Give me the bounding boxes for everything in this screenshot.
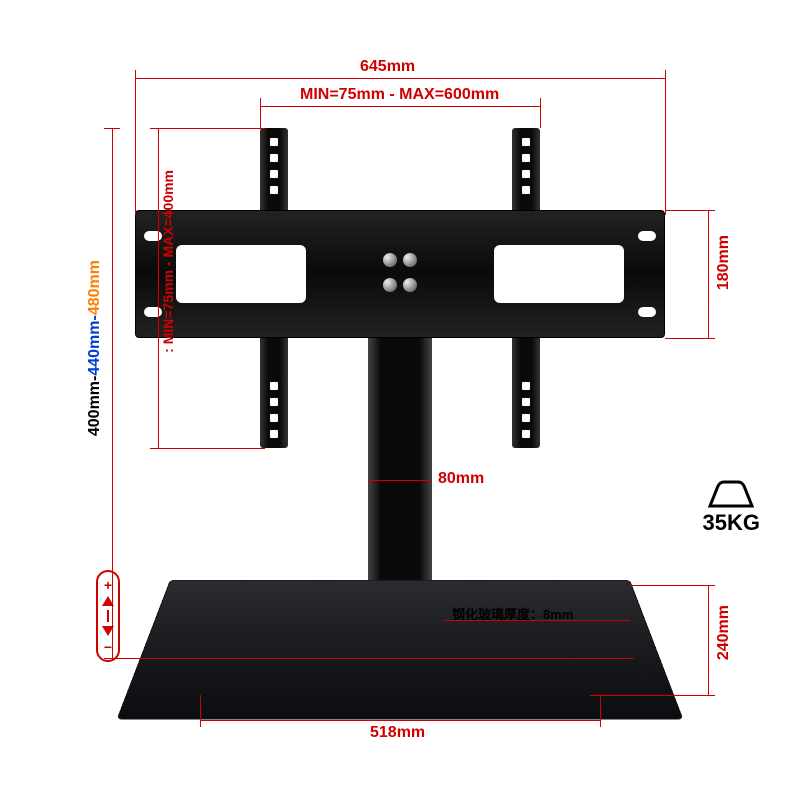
dim-plate-h-label: 180mm bbox=[715, 235, 733, 290]
weight-label: 35KG bbox=[703, 510, 760, 535]
dim-pole-w bbox=[368, 480, 432, 481]
center-bolt bbox=[383, 278, 397, 292]
weight-badge: 35KG bbox=[703, 480, 760, 536]
dim-vesa-h-label: MIN=75mm - MAX=600mm bbox=[300, 86, 499, 104]
dim-height-1: 400mm bbox=[86, 381, 103, 436]
dim-height-2: 440mm bbox=[86, 320, 103, 375]
stand-pole bbox=[368, 330, 432, 590]
center-bolt bbox=[403, 278, 417, 292]
dim-plate-h bbox=[708, 210, 709, 338]
height-adjust-badge: + − bbox=[96, 570, 120, 662]
dim-vesa-v-label: : MIN=75mm - MAX=400mm bbox=[160, 170, 176, 353]
dim-vesa-v bbox=[158, 128, 159, 448]
dim-pole-w-label: 80mm bbox=[438, 470, 484, 488]
dim-base-d bbox=[708, 585, 709, 695]
dim-vesa-h bbox=[260, 106, 540, 107]
weight-icon bbox=[704, 480, 758, 508]
dim-top-outer bbox=[135, 78, 665, 79]
dim-height-group: 400mm-440mm-480mm bbox=[86, 260, 104, 436]
dim-base-d-label: 240mm bbox=[715, 605, 733, 660]
glass-base bbox=[117, 580, 684, 719]
mounting-plate bbox=[135, 210, 665, 338]
dim-top-outer-label: 645mm bbox=[360, 58, 415, 76]
dim-base-w bbox=[200, 720, 600, 721]
center-bolt bbox=[383, 253, 397, 267]
center-bolt bbox=[403, 253, 417, 267]
dim-base-w-label: 518mm bbox=[370, 724, 425, 742]
dim-height-3: 480mm bbox=[86, 260, 103, 315]
